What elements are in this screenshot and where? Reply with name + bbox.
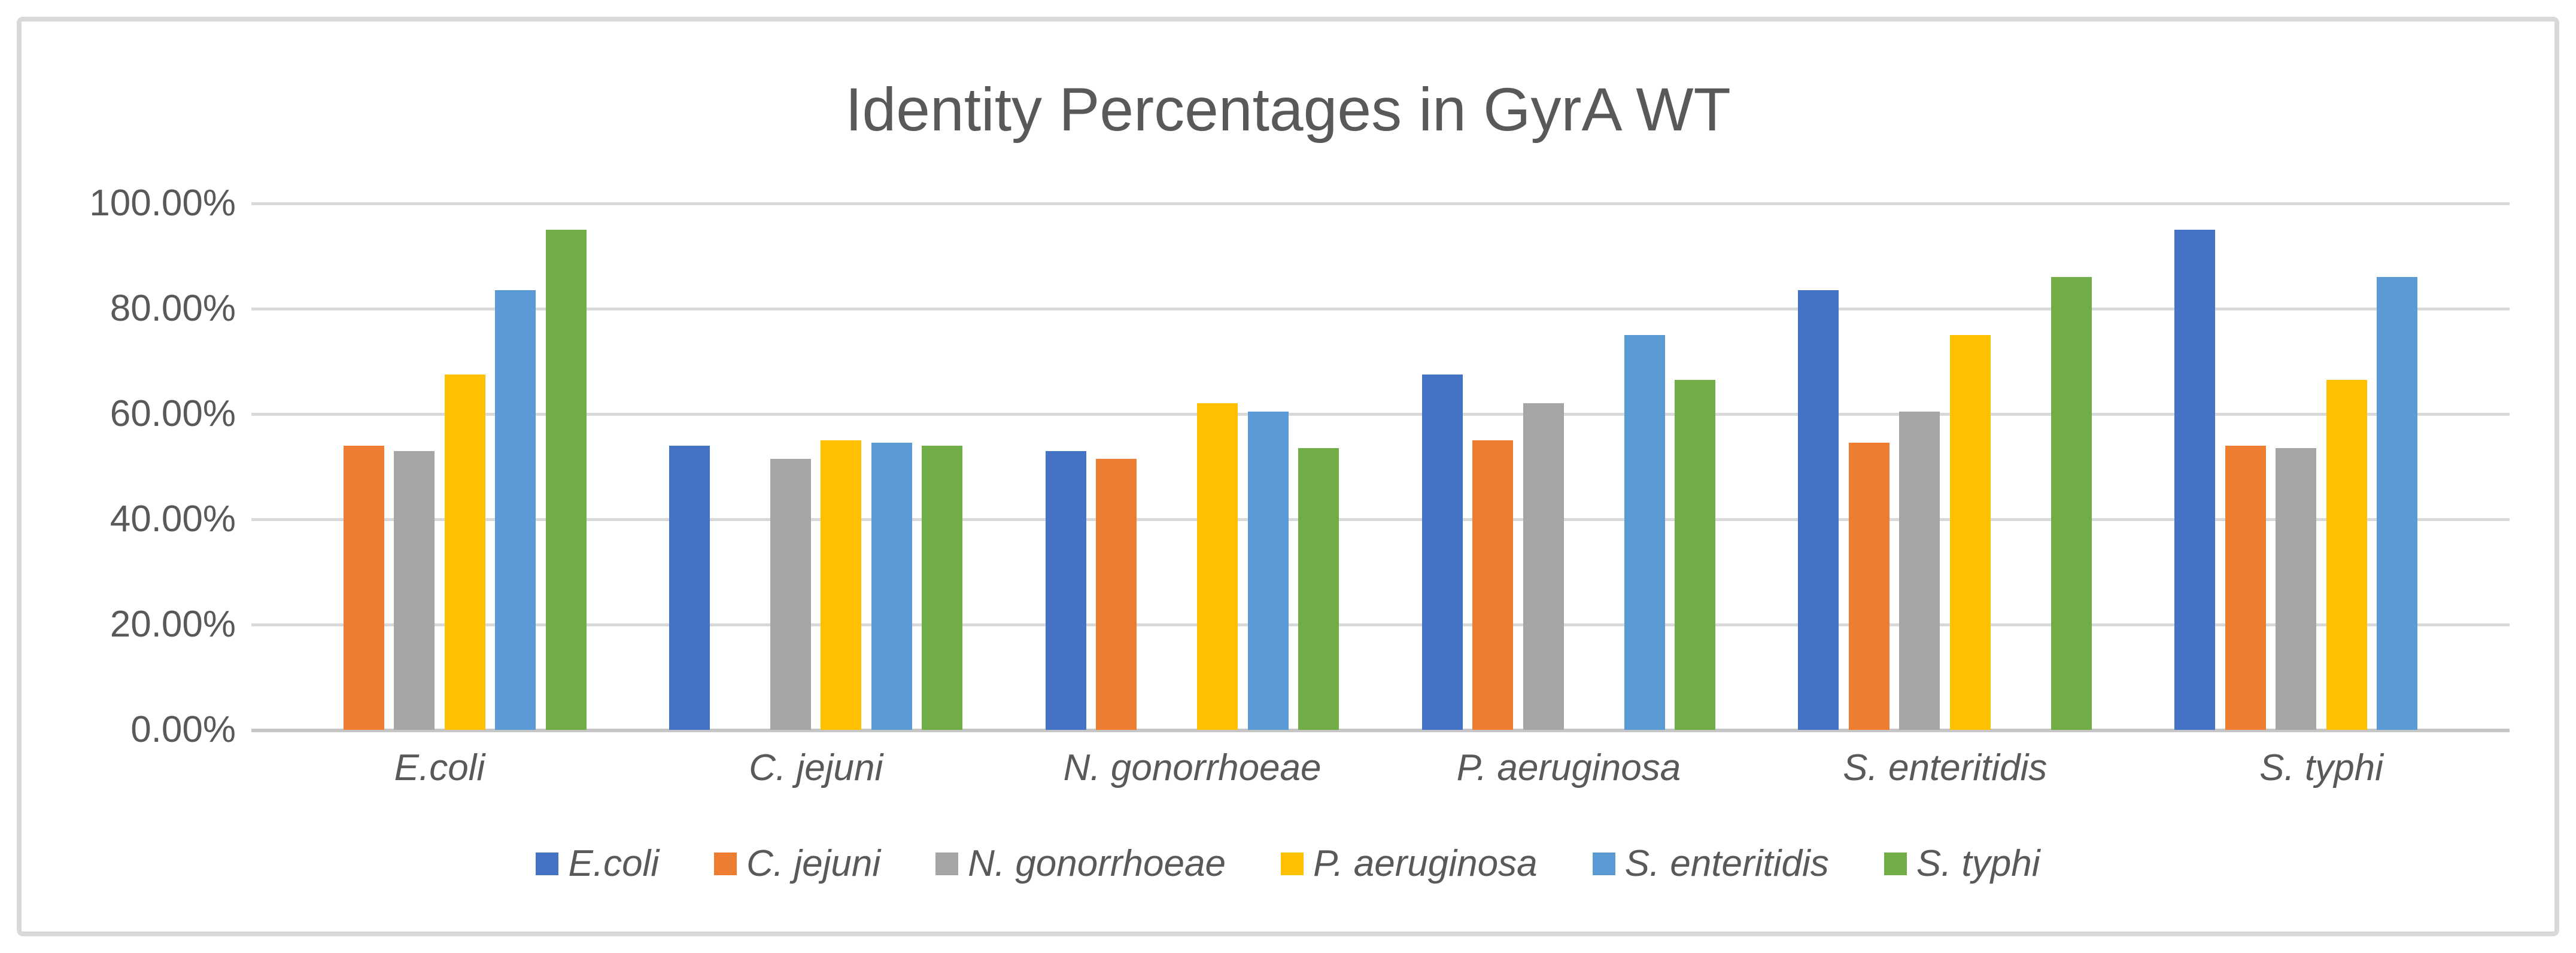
y-axis-tick-label: 20.00% (110, 604, 236, 645)
bar-p-aeruginosa (1949, 335, 1991, 730)
x-axis-category-label: P. aeruginosa (1456, 747, 1681, 788)
bar-s-typhi (1298, 448, 1339, 730)
bar-c-jejuni (343, 445, 384, 730)
x-axis-line (251, 728, 2510, 732)
bar-s-typhi (545, 230, 587, 730)
x-axis-category-label: C. jejuni (749, 747, 883, 788)
legend-swatch-icon (714, 852, 737, 875)
bar-p-aeruginosa (1197, 403, 1238, 730)
bar-e-coli (669, 445, 710, 730)
x-axis-category-label: N. gonorrhoeae (1063, 747, 1322, 788)
bar-p-aeruginosa (444, 374, 485, 730)
chart-title: Identity Percentages in GyrA WT (845, 75, 1731, 144)
legend-label: E.coli (568, 843, 660, 884)
y-axis-tick-label: 40.00% (110, 498, 236, 540)
gridline (251, 307, 2510, 310)
legend-item: C. jejuni (714, 842, 880, 885)
y-axis-tick-label: 80.00% (110, 288, 236, 329)
bar-s-typhi (922, 445, 963, 730)
legend-swatch-icon (1280, 852, 1304, 875)
legend-item: N. gonorrhoeae (935, 842, 1226, 885)
bar-n-gonorrhoeae (1523, 403, 1564, 730)
bar-e-coli (2174, 230, 2216, 730)
bar-c-jejuni (1848, 443, 1890, 730)
bar-n-gonorrhoeae (2276, 448, 2317, 730)
bar-c-jejuni (1096, 458, 1137, 730)
bar-s-typhi (2051, 277, 2092, 730)
x-axis-category-label: S. enteritidis (1843, 747, 2048, 788)
bar-s-enteritidis (495, 290, 536, 730)
y-axis-tick-label: 100.00% (89, 182, 236, 224)
legend-swatch-icon (536, 852, 559, 875)
bar-s-enteritidis (1624, 335, 1665, 730)
bar-s-enteritidis (2377, 277, 2418, 730)
bar-e-coli (1798, 290, 1839, 730)
legend-label: S. typhi (1916, 843, 2040, 884)
bar-e-coli (1045, 450, 1086, 730)
y-axis-tick-label: 0.00% (130, 709, 236, 750)
bar-s-enteritidis (1247, 411, 1289, 730)
legend-swatch-icon (1592, 852, 1615, 875)
bar-n-gonorrhoeae (770, 458, 811, 730)
legend-item: S. typhi (1884, 842, 2040, 885)
gridline (251, 412, 2510, 416)
bar-s-typhi (1675, 379, 1715, 730)
legend-label: P. aeruginosa (1313, 843, 1538, 884)
bar-c-jejuni (2225, 445, 2266, 730)
gridline (251, 517, 2510, 521)
bar-c-jejuni (1472, 440, 1513, 730)
gridline (251, 202, 2510, 205)
y-axis-tick-label: 60.00% (110, 393, 236, 434)
legend-swatch-icon (935, 852, 959, 875)
bar-n-gonorrhoeae (394, 450, 435, 730)
legend-label: N. gonorrhoeae (968, 843, 1226, 884)
chart-legend: E.coli C. jejuni N. gonorrhoeae P. aerugino… (0, 842, 2576, 885)
legend-label: S. enteritidis (1624, 843, 1829, 884)
x-axis-category-label: E.coli (394, 747, 485, 788)
legend-item: E.coli (536, 842, 659, 885)
legend-item: S. enteritidis (1592, 842, 1829, 885)
bar-s-enteritidis (871, 443, 912, 730)
bar-p-aeruginosa (821, 440, 862, 730)
legend-swatch-icon (1884, 852, 1907, 875)
legend-item: P. aeruginosa (1280, 842, 1538, 885)
legend-label: C. jejuni (746, 843, 881, 884)
bar-n-gonorrhoeae (1899, 411, 1940, 730)
bar-e-coli (1421, 374, 1463, 730)
x-axis-category-label: S. typhi (2259, 747, 2383, 788)
gridline (251, 623, 2510, 626)
bar-p-aeruginosa (2326, 379, 2367, 730)
